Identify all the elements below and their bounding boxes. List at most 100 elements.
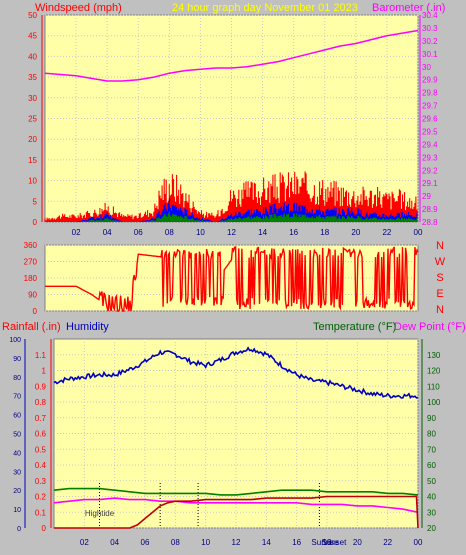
- windspeed-tick-label: 10: [28, 177, 37, 186]
- rainfall-axis-title: Rainfall (.in): [2, 321, 61, 333]
- wind-x-tick-label: 14: [258, 228, 267, 237]
- barometer-tick-label: 29: [422, 192, 431, 201]
- windspeed-tick-label: 15: [28, 156, 37, 165]
- barometer-tick-label: 29.4: [422, 140, 438, 149]
- humidity-tick-label: 0: [17, 526, 21, 533]
- graph-date-title: 24 hour graph day November 01 2023: [172, 2, 358, 14]
- wind-x-tick-label: 08: [165, 228, 174, 237]
- wind-x-tick-label: 00: [414, 228, 423, 237]
- wind-x-tick-label: 06: [134, 228, 143, 237]
- barometer-tick-label: 30: [422, 63, 431, 72]
- compass-letter: S: [436, 272, 443, 284]
- wind-x-tick-label: 18: [320, 228, 329, 237]
- humidity-tick-label: 40: [13, 450, 21, 457]
- humidity-tick-label: 100: [9, 337, 21, 344]
- lower-x-tick-label: 14: [262, 538, 271, 547]
- temperature-tick-label: 130: [427, 351, 441, 360]
- barometer-tick-label: 29.3: [422, 153, 438, 162]
- dewpoint-series: [53, 497, 419, 514]
- rainfall-series: [54, 495, 419, 529]
- wind-direction-series: [45, 246, 419, 312]
- compass-letter: N: [436, 304, 444, 316]
- rainfall-tick-label: 0.7: [35, 414, 47, 423]
- barometer-tick-label: 30.4: [422, 11, 438, 20]
- humidity-tick-label: 60: [13, 413, 21, 420]
- lower-x-tick-label: 02: [80, 538, 89, 547]
- temperature-tick-label: 70: [427, 445, 436, 454]
- lower-x-tick-label: 20: [353, 538, 362, 547]
- wind-x-tick-label: 12: [227, 228, 236, 237]
- humidity-tick-label: 90: [13, 356, 21, 363]
- wind-x-tick-label: 16: [289, 228, 298, 237]
- humidity-tick-label: 70: [13, 394, 21, 401]
- direction-tick-label: 90: [28, 291, 37, 300]
- wind-x-tick-label: 20: [351, 228, 360, 237]
- windspeed-tick-label: 20: [28, 135, 37, 144]
- windspeed-axis-title: Windspeed (mph): [35, 2, 122, 14]
- barometer-tick-label: 28.9: [422, 205, 438, 214]
- wind-low-series: [76, 211, 418, 222]
- lower-x-tick-label: 04: [110, 538, 119, 547]
- temperature-tick-label: 60: [427, 461, 436, 470]
- rainfall-tick-label: 0.8: [35, 398, 47, 407]
- lower-x-tick-label: 16: [292, 538, 301, 547]
- direction-tick-label: 360: [24, 241, 38, 250]
- windspeed-tick-label: 45: [28, 32, 37, 41]
- humidity-tick-label: 50: [13, 432, 21, 439]
- rainfall-tick-label: 0.3: [35, 477, 47, 486]
- windspeed-tick-label: 25: [28, 115, 37, 124]
- hightide-label: Hightide: [85, 509, 115, 518]
- humidity-tick-label: 20: [13, 488, 21, 495]
- windspeed-tick-label: 30: [28, 94, 37, 103]
- lower-x-tick-label: 08: [171, 538, 180, 547]
- lower-x-tick-label: 10: [201, 538, 210, 547]
- humidity-axis-title: Humidity: [66, 321, 109, 333]
- compass-letter: W: [435, 256, 446, 268]
- wind-average-series: [76, 198, 418, 222]
- sunrise-label: Sunrise: [311, 538, 339, 547]
- temperature-tick-label: 120: [427, 367, 441, 376]
- barometer-tick-label: 29.1: [422, 179, 438, 188]
- barometer-series: [44, 29, 419, 82]
- barometer-tick-label: 29.5: [422, 127, 438, 136]
- wind-x-tick-label: 22: [382, 228, 391, 237]
- lower-x-tick-label: 00: [414, 538, 423, 547]
- barometer-tick-label: 29.2: [422, 166, 438, 175]
- direction-tick-label: 270: [24, 258, 38, 267]
- windspeed-tick-label: 35: [28, 73, 37, 82]
- temperature-series: [53, 487, 419, 496]
- windspeed-tick-label: 50: [28, 11, 37, 20]
- barometer-tick-label: 29.9: [422, 76, 438, 85]
- windspeed-tick-label: 40: [28, 52, 37, 61]
- temperature-tick-label: 110: [427, 382, 440, 391]
- humidity-tick-label: 80: [13, 375, 21, 382]
- windspeed-tick-label: 0: [33, 218, 38, 227]
- temperature-tick-label: 90: [427, 414, 436, 423]
- barometer-tick-label: 30.1: [422, 50, 438, 59]
- temperature-tick-label: 100: [427, 398, 441, 407]
- rainfall-tick-label: 0.2: [35, 493, 47, 502]
- barometer-axis-title: Barometer (.in): [372, 2, 446, 14]
- barometer-tick-label: 30.2: [422, 37, 438, 46]
- compass-letter: E: [436, 288, 443, 300]
- direction-tick-label: 0: [33, 307, 38, 316]
- rainfall-tick-label: 0.1: [35, 508, 47, 517]
- rainfall-tick-label: 0.5: [35, 445, 47, 454]
- temperature-axis-title: Temperature (°F): [313, 321, 397, 333]
- temperature-tick-label: 30: [427, 508, 436, 517]
- wind-x-tick-label: 10: [196, 228, 205, 237]
- compass-letter: N: [436, 240, 444, 252]
- direction-tick-label: 180: [24, 274, 38, 283]
- temperature-tick-label: 40: [427, 493, 436, 502]
- barometer-tick-label: 30.3: [422, 24, 438, 33]
- wind-x-tick-label: 02: [72, 228, 81, 237]
- lower-x-tick-label: 18: [323, 538, 332, 547]
- rainfall-tick-label: 0.9: [35, 382, 47, 391]
- humidity-tick-label: 30: [13, 469, 21, 476]
- dewpoint-axis-title: Dew Point (°F): [394, 321, 466, 333]
- rainfall-tick-label: 0.4: [35, 461, 47, 470]
- barometer-tick-label: 29.6: [422, 115, 438, 124]
- barometer-tick-label: 29.7: [422, 102, 438, 111]
- barometer-tick-label: 29.8: [422, 89, 438, 98]
